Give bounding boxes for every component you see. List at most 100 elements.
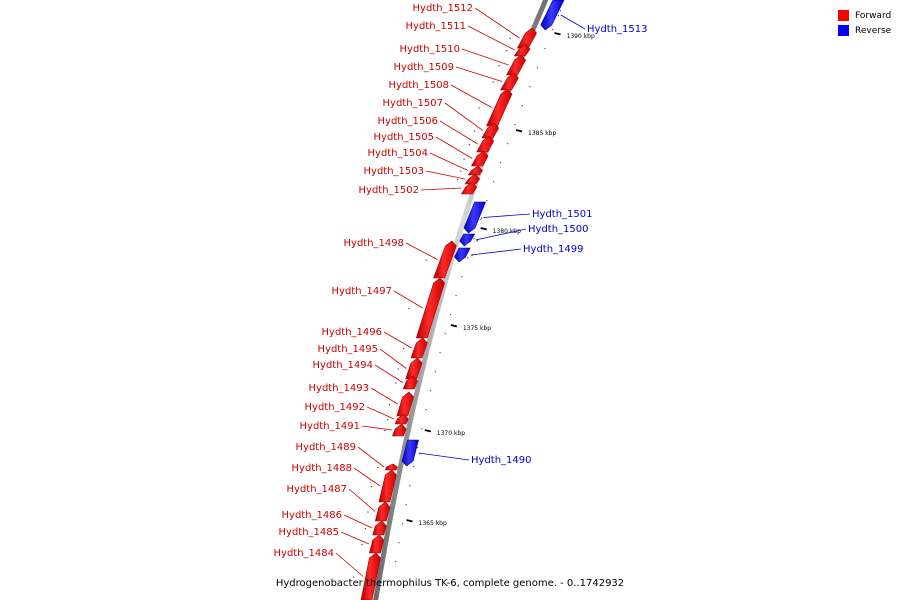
minor-tick bbox=[521, 105, 523, 107]
major-tick bbox=[554, 32, 561, 36]
gene-arrow-hydth-1509 bbox=[500, 72, 519, 91]
gene-arrow-hydth-1513 bbox=[540, 0, 565, 31]
gene-marker bbox=[408, 308, 410, 310]
leader-line bbox=[439, 120, 478, 145]
gene-arrow-hydth-1502 bbox=[460, 181, 478, 195]
leader-line bbox=[353, 467, 381, 487]
gene-label-hydth-1509: Hydth_1509 bbox=[394, 62, 455, 73]
gene-label-hydth-1493: Hydth_1493 bbox=[309, 383, 370, 394]
gene-marker bbox=[557, 15, 559, 17]
gene-arrow-hydth-1487 bbox=[374, 501, 391, 522]
gene-label-hydth-1504: Hydth_1504 bbox=[368, 148, 429, 159]
gene-marker bbox=[476, 240, 478, 242]
gene-marker bbox=[367, 511, 369, 513]
gene-marker bbox=[370, 486, 373, 488]
gene-marker bbox=[492, 81, 494, 83]
leader-line bbox=[455, 66, 503, 82]
leader-line bbox=[366, 406, 395, 420]
minor-tick bbox=[421, 428, 423, 430]
forward-swatch bbox=[838, 10, 849, 21]
minor-tick bbox=[552, 29, 554, 31]
gene-label-hydth-1512: Hydth_1512 bbox=[413, 3, 474, 14]
gene-arrow-hydth-1506 bbox=[476, 135, 495, 153]
leader-line bbox=[429, 152, 469, 171]
leader-line bbox=[444, 102, 484, 131]
gene-arrow-hydth-1508 bbox=[486, 88, 513, 127]
gene-arrow-hydth-1505 bbox=[470, 150, 489, 167]
gene-marker bbox=[425, 259, 427, 261]
major-tick bbox=[406, 519, 413, 523]
gene-marker bbox=[388, 404, 391, 406]
leader-line bbox=[470, 248, 522, 256]
gene-marker bbox=[395, 382, 397, 384]
gene-marker bbox=[387, 419, 389, 421]
reverse-swatch bbox=[838, 25, 849, 36]
gene-arrow-hydth-1501 bbox=[463, 201, 487, 234]
tick-label: 1385 kbp bbox=[528, 130, 556, 137]
gene-label-hydth-1495: Hydth_1495 bbox=[318, 344, 379, 355]
minor-tick bbox=[479, 219, 481, 221]
minor-tick bbox=[544, 48, 546, 50]
minor-tick bbox=[455, 295, 457, 297]
major-tick bbox=[424, 429, 431, 433]
gene-label-hydth-1501: Hydth_1501 bbox=[532, 209, 593, 220]
gene-label-hydth-1498: Hydth_1498 bbox=[344, 238, 405, 249]
gene-arrow-hydth-1499 bbox=[454, 247, 471, 263]
gene-marker bbox=[460, 170, 462, 172]
gene-label-hydth-1484: Hydth_1484 bbox=[274, 548, 335, 559]
gene-label-hydth-1494: Hydth_1494 bbox=[313, 360, 374, 371]
gene-marker bbox=[468, 144, 470, 146]
gene-label-hydth-1488: Hydth_1488 bbox=[292, 463, 353, 474]
gene-marker bbox=[377, 467, 379, 469]
major-tick bbox=[450, 324, 458, 328]
gene-arrow-hydth-1485 bbox=[369, 534, 385, 554]
leader-line bbox=[420, 187, 462, 191]
leader-line bbox=[374, 364, 404, 383]
minor-tick bbox=[499, 162, 502, 164]
gene-marker bbox=[353, 576, 355, 578]
gene-marker bbox=[456, 179, 459, 181]
gene-marker bbox=[478, 107, 480, 109]
genome-caption: Hydrogenobacter thermophilus TK-6, compl… bbox=[275, 578, 625, 589]
gene-marker bbox=[509, 38, 511, 40]
gene-label-hydth-1489: Hydth_1489 bbox=[296, 442, 357, 453]
minor-tick bbox=[461, 276, 463, 278]
minor-tick bbox=[405, 504, 407, 506]
gene-marker bbox=[480, 217, 483, 219]
gene-arrow-hydth-1489 bbox=[384, 463, 398, 471]
legend-item-reverse: Reverse bbox=[838, 23, 891, 38]
minor-tick bbox=[507, 143, 509, 145]
gene-arrow-hydth-1512 bbox=[516, 27, 537, 49]
leader-line bbox=[393, 290, 423, 309]
minor-tick bbox=[401, 523, 404, 525]
gene-arrow-hydth-1484 bbox=[360, 552, 381, 600]
minor-tick bbox=[425, 409, 427, 411]
leader-line bbox=[357, 446, 385, 468]
leader-line bbox=[370, 387, 398, 405]
gene-label-hydth-1497: Hydth_1497 bbox=[332, 286, 393, 297]
gene-arrow-hydth-1491 bbox=[392, 423, 407, 437]
gene-label-hydth-1499: Hydth_1499 bbox=[523, 244, 584, 255]
major-tick bbox=[480, 227, 487, 231]
minor-tick bbox=[434, 371, 436, 373]
minor-tick bbox=[473, 238, 475, 240]
minor-tick bbox=[529, 86, 531, 88]
gene-label-hydth-1486: Hydth_1486 bbox=[282, 510, 343, 521]
gene-label-hydth-1500: Hydth_1500 bbox=[528, 224, 589, 235]
gene-label-hydth-1511: Hydth_1511 bbox=[406, 21, 467, 32]
gene-arrow-hydth-1498 bbox=[433, 240, 457, 279]
gene-label-hydth-1508: Hydth_1508 bbox=[389, 80, 450, 91]
leader-line bbox=[435, 136, 473, 159]
leader-line bbox=[425, 170, 465, 180]
gene-label-hydth-1487: Hydth_1487 bbox=[287, 484, 348, 495]
leader-line bbox=[475, 228, 527, 241]
legend-label-forward: Forward bbox=[855, 10, 892, 21]
minor-tick bbox=[559, 10, 562, 12]
gene-arrow-hydth-1497 bbox=[415, 277, 445, 339]
gene-arrow-hydth-1486 bbox=[372, 520, 387, 536]
minor-tick bbox=[514, 124, 516, 126]
minor-tick bbox=[394, 561, 397, 563]
gene-label-hydth-1502: Hydth_1502 bbox=[359, 185, 420, 196]
gene-marker bbox=[471, 255, 473, 257]
gene-label-hydth-1503: Hydth_1503 bbox=[364, 166, 425, 177]
